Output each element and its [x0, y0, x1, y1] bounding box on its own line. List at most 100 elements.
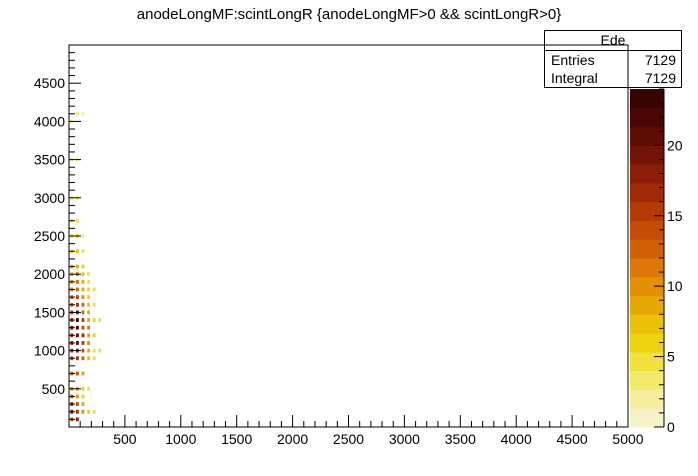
x-tick-label: 1500 — [221, 431, 252, 447]
stats-integral-value: 7129 — [644, 70, 676, 86]
y-tick-label: 500 — [42, 381, 66, 397]
x-tick-label: 2500 — [333, 431, 364, 447]
heatmap-cell — [75, 417, 79, 422]
heatmap-cell — [81, 249, 85, 254]
x-tick-label: 4000 — [501, 431, 532, 447]
heatmap-cell — [92, 287, 96, 292]
palette-swatch — [630, 89, 664, 109]
heatmap-cell — [87, 341, 90, 345]
heatmap-cell — [87, 272, 90, 277]
heatmap-cell — [75, 287, 79, 292]
heatmap-cell — [81, 348, 85, 353]
heatmap-cell — [87, 409, 90, 414]
heatmap-cell — [81, 279, 85, 284]
heatmap-cell — [92, 318, 96, 322]
palette-swatch — [630, 389, 664, 409]
palette-swatch — [630, 145, 664, 165]
heatmap-cell — [75, 356, 79, 361]
stats-entries-label: Entries — [551, 52, 595, 68]
palette-swatch — [630, 239, 664, 259]
heatmap-cell — [87, 356, 90, 361]
palette-swatch — [630, 276, 664, 297]
heatmap-cell — [81, 386, 85, 391]
heatmap-cell — [87, 333, 90, 338]
x-tick-label: 2000 — [277, 431, 308, 447]
heatmap-cell — [81, 318, 85, 322]
palette-swatch — [630, 333, 664, 353]
palette-swatch — [630, 164, 664, 184]
heatmap-cell — [75, 218, 79, 223]
heatmap-cell — [98, 318, 102, 322]
y-tick-label: 2500 — [34, 228, 65, 244]
heatmap-cell — [75, 409, 79, 414]
heatmap-cell — [81, 394, 85, 399]
plot-frame — [68, 44, 629, 428]
axes: 500 1000 1500 2000 2500 3000 3500 4000 4500 5000 5… — [34, 44, 644, 447]
chart-title: anodeLongMF:scintLongR {anodeLongMF>0 &&… — [136, 6, 562, 23]
heatmap-cell — [87, 348, 90, 353]
heatmap-cell — [92, 302, 96, 307]
heatmap-cell — [75, 325, 79, 330]
heatmap-cell — [81, 272, 85, 277]
heatmap-cell — [81, 371, 85, 376]
heatmap-cell — [75, 341, 79, 345]
heatmap-cell — [98, 348, 102, 353]
heatmap-cell — [92, 356, 96, 361]
heatmap-cell — [75, 371, 79, 376]
heatmap-cell — [87, 310, 90, 315]
palette-swatch — [630, 201, 664, 221]
x-tick-label: 1000 — [165, 431, 196, 447]
palette-swatch — [630, 370, 664, 390]
heatmap-cell — [81, 333, 85, 338]
stats-box-name: Ede — [545, 31, 681, 51]
y-tick-label: 4000 — [34, 113, 65, 129]
x-tick-label: 3000 — [389, 431, 420, 447]
y-tick-label: 3000 — [34, 190, 65, 206]
palette-swatch — [630, 408, 664, 428]
palette-swatch — [630, 258, 664, 278]
palette-swatch — [630, 126, 664, 146]
heatmap-cell — [87, 295, 90, 300]
stats-box: Ede Entries 7129 Integral 7129 — [544, 30, 682, 88]
heatmap-cell — [87, 287, 90, 292]
heatmap-cell — [87, 279, 90, 284]
heatmap-cells — [70, 111, 102, 422]
heatmap-cell — [87, 386, 90, 391]
palette-swatch — [630, 351, 664, 372]
heatmap-cell — [87, 318, 90, 322]
palette-tick-label: 5 — [667, 349, 675, 365]
palette-tick-label: 10 — [667, 278, 683, 294]
palette-swatch — [630, 182, 664, 203]
heatmap-cell — [81, 341, 85, 345]
heatmap-cell — [81, 310, 85, 315]
heatmap-cell — [92, 409, 96, 414]
palette-tick-label: 20 — [667, 137, 683, 153]
palette-tick-label: 0 — [667, 419, 675, 435]
heatmap-cell — [75, 402, 79, 406]
y-tick-label: 3500 — [34, 152, 65, 168]
x-tick-label: 3500 — [445, 431, 476, 447]
y-tick-label: 1000 — [34, 343, 65, 359]
palette-swatch — [630, 314, 664, 334]
x-tick-label: 4500 — [557, 431, 588, 447]
heatmap-cell — [81, 302, 85, 307]
heatmap-cell — [75, 318, 79, 322]
color-palette: 0 5 10 15 20 — [630, 88, 683, 435]
heatmap-cell — [81, 295, 85, 300]
palette-swatch — [630, 220, 664, 240]
palette-swatch — [630, 295, 664, 315]
heatmap-cell — [81, 264, 85, 269]
stats-row-entries: Entries 7129 — [545, 51, 681, 69]
heatmap-cell — [87, 325, 90, 330]
x-tick-label: 500 — [113, 431, 137, 447]
y-tick-label: 4500 — [34, 75, 65, 91]
palette-swatch — [630, 107, 664, 128]
heatmap-cell — [92, 333, 96, 338]
heatmap-cell — [81, 409, 85, 414]
heatmap-cell — [87, 302, 90, 307]
heatmap-cell — [81, 356, 85, 361]
stats-entries-value: 7129 — [644, 52, 676, 68]
heatmap-cell — [81, 325, 85, 330]
heatmap-cell — [75, 302, 79, 307]
